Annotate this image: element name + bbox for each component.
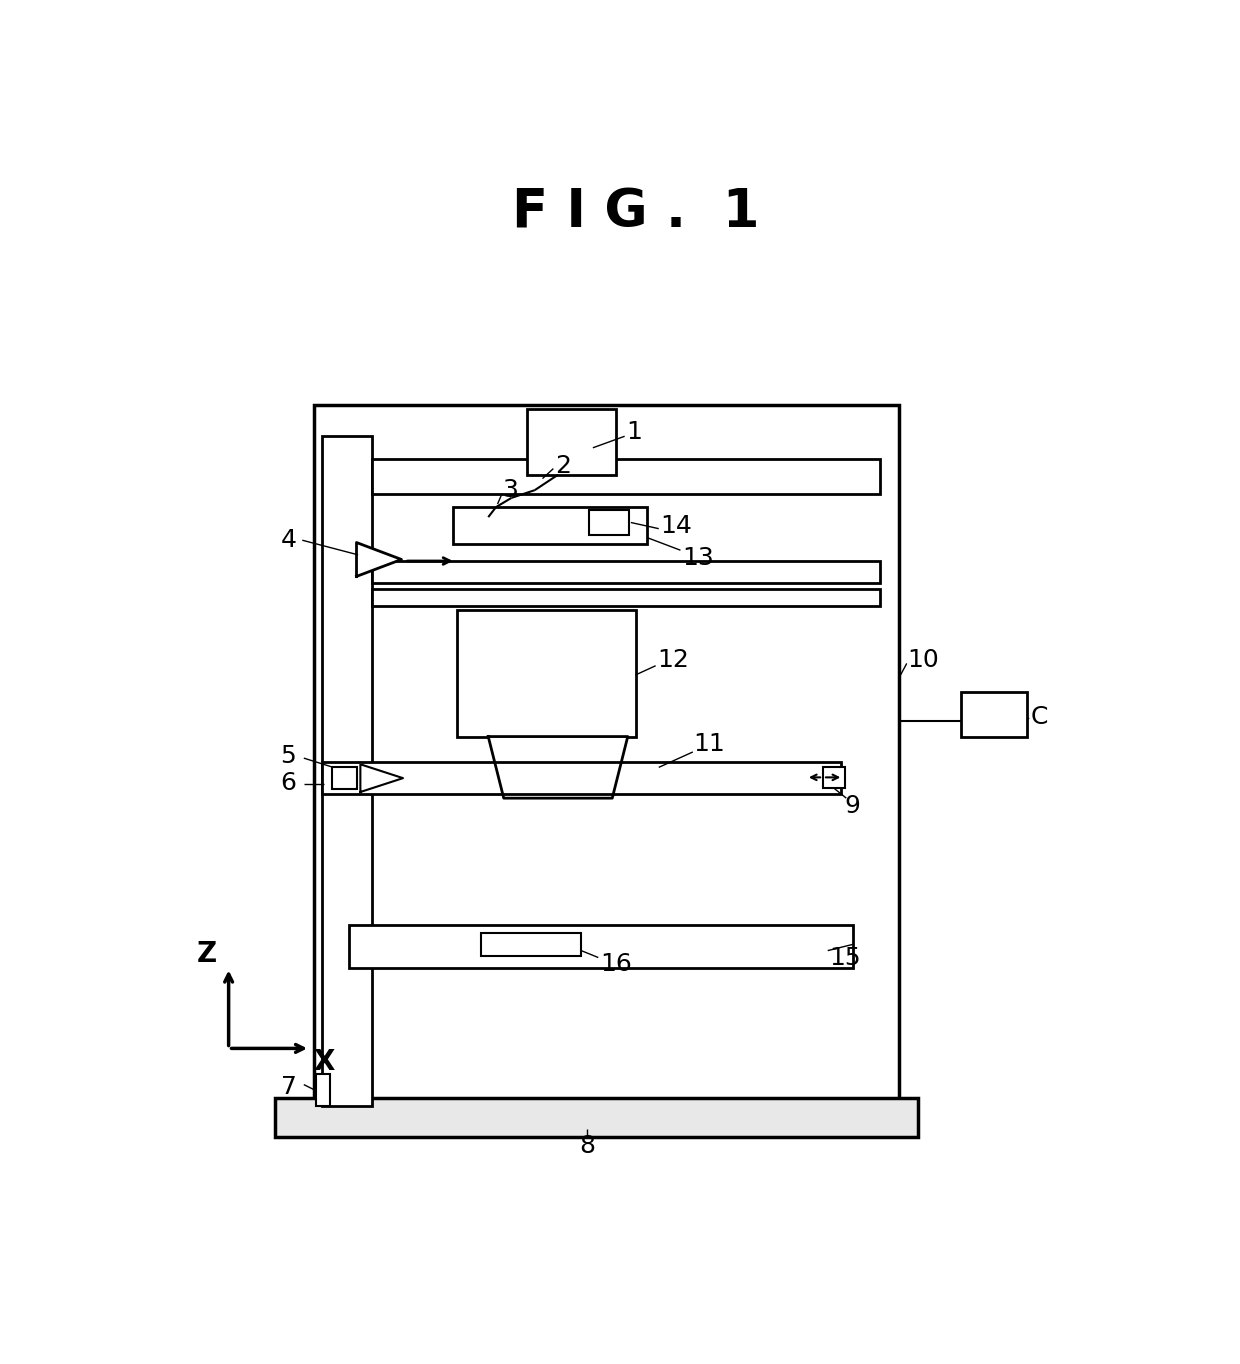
Bar: [454, 507, 647, 544]
Text: 2: 2: [556, 453, 570, 477]
Bar: [332, 768, 357, 788]
Text: 8: 8: [579, 1135, 595, 1158]
Text: 10: 10: [906, 648, 939, 671]
Bar: [527, 409, 616, 475]
Text: F I G .  1: F I G . 1: [512, 187, 759, 239]
Text: 4: 4: [280, 528, 296, 552]
Bar: [372, 561, 879, 582]
Bar: [961, 692, 1027, 737]
Bar: [314, 405, 899, 1125]
Text: 15: 15: [830, 947, 861, 970]
Text: 13: 13: [682, 546, 714, 570]
Text: 16: 16: [600, 952, 632, 975]
Polygon shape: [489, 737, 627, 798]
Bar: [275, 1098, 919, 1138]
Text: 3: 3: [502, 479, 518, 502]
Bar: [316, 1073, 330, 1106]
Text: Z: Z: [197, 940, 217, 967]
Text: C: C: [1030, 705, 1048, 728]
Bar: [458, 610, 635, 737]
Bar: [481, 933, 582, 956]
Bar: [823, 767, 844, 788]
Text: 14: 14: [660, 514, 692, 539]
Bar: [321, 762, 841, 794]
Bar: [589, 510, 629, 535]
Bar: [348, 925, 853, 967]
Text: 12: 12: [657, 648, 689, 671]
Text: 1: 1: [626, 420, 642, 445]
Text: 7: 7: [280, 1075, 296, 1099]
Polygon shape: [361, 764, 403, 792]
Text: 6: 6: [280, 771, 296, 795]
Bar: [372, 460, 879, 494]
Bar: [372, 589, 879, 606]
Text: 5: 5: [280, 743, 296, 768]
Polygon shape: [357, 543, 402, 577]
Text: 9: 9: [844, 794, 861, 818]
Text: X: X: [314, 1049, 335, 1076]
Text: 11: 11: [693, 732, 725, 756]
Bar: [321, 436, 372, 1106]
